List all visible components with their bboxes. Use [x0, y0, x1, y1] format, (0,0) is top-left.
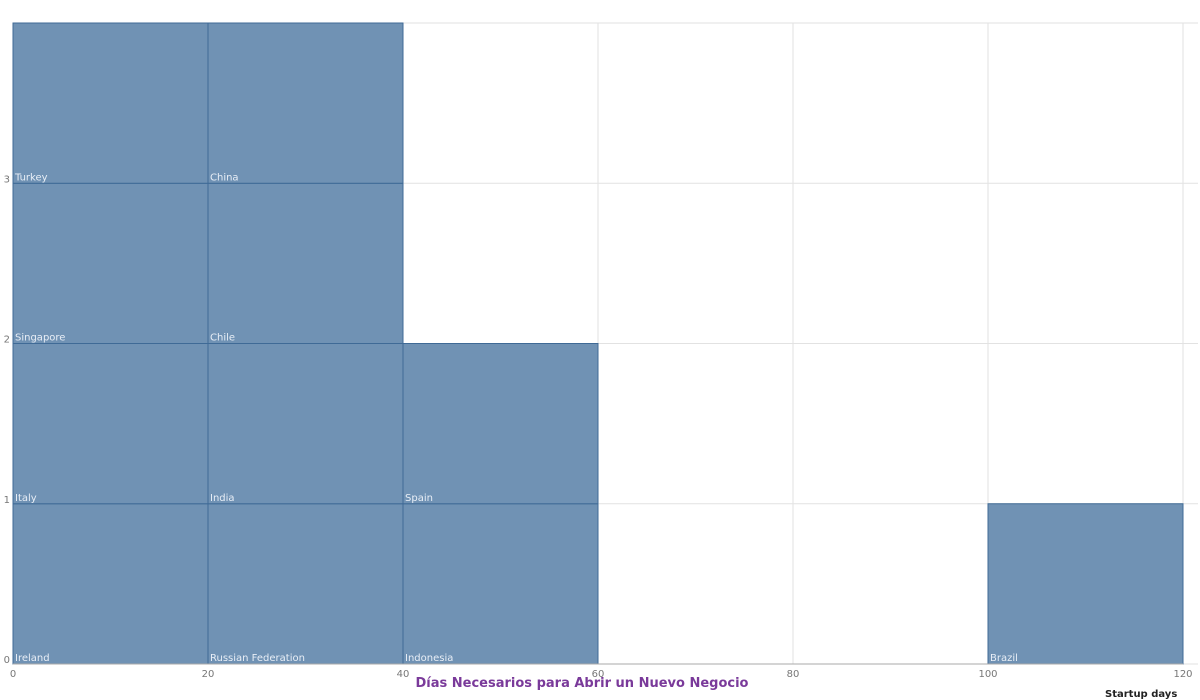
- x-tick-label: 60: [592, 669, 605, 680]
- x-tick-label: 0: [10, 669, 16, 680]
- x-tick-label: 80: [787, 669, 800, 680]
- bar-cell: [207, 343, 404, 505]
- bar-cell: [12, 22, 209, 184]
- bar-cell: [207, 182, 404, 344]
- bar-cell: [12, 343, 209, 505]
- x-tick-label: 100: [978, 669, 997, 680]
- bar-cell-label: India: [210, 493, 235, 504]
- x-tick-label: 120: [1173, 669, 1192, 680]
- y-tick-label: 2: [4, 335, 10, 346]
- bar-cell: [987, 503, 1184, 665]
- bar-cell-label: Brazil: [990, 653, 1018, 664]
- x-tick-label: 20: [202, 669, 215, 680]
- y-tick-label: 3: [4, 174, 10, 185]
- bar-cell-label: China: [210, 172, 239, 183]
- bar-cell: [402, 503, 599, 665]
- bar-cell: [12, 503, 209, 665]
- chart-title: Días Necesarios para Abrir un Nuevo Nego…: [415, 676, 749, 691]
- x-tick-label: 40: [397, 669, 410, 680]
- y-tick-label: 1: [4, 495, 10, 506]
- bar-cell-label: Chile: [210, 333, 235, 344]
- bar-cell-label: Turkey: [14, 172, 48, 183]
- bar-cell-label: Italy: [15, 493, 37, 504]
- bar-cell-label: Ireland: [15, 653, 50, 664]
- bar-cell-label: Spain: [405, 493, 433, 504]
- bar-cell: [207, 503, 404, 665]
- bar-cell-label: Indonesia: [405, 653, 453, 664]
- bar-cell-label: Russian Federation: [210, 653, 305, 664]
- y-tick-label: 0: [4, 655, 10, 666]
- bar-cells: Ireland Italy Singapore Turkey Russian Feder…: [12, 22, 1184, 665]
- bar-cell: [12, 182, 209, 344]
- bar-cell: [402, 343, 599, 505]
- axes: 0 20 40 60 80 100 120 0 1 2 3: [4, 174, 1193, 680]
- x-axis-label: Startup days: [1105, 689, 1178, 700]
- bar-cell-label: Singapore: [15, 333, 65, 344]
- bar-cell: [207, 22, 404, 184]
